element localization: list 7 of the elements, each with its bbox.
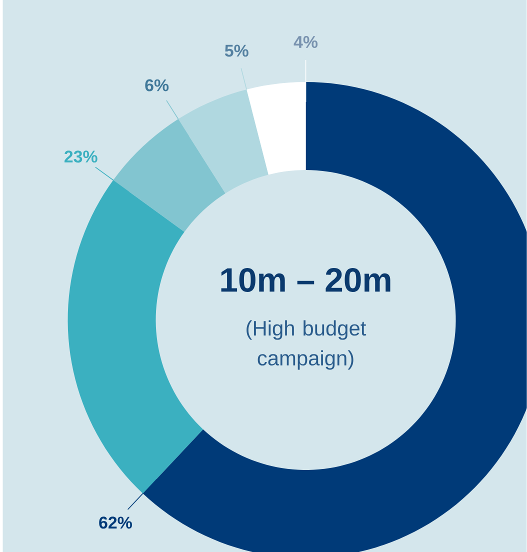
data-label: 5% (225, 44, 249, 57)
data-label: 23% (64, 150, 98, 163)
text: (High budget campaign) (246, 320, 366, 370)
data-label: 4% (294, 36, 318, 48)
text: 10m – 20m (221, 268, 390, 292)
data-label: 6% (145, 79, 169, 92)
data-label: 62% (99, 516, 132, 529)
